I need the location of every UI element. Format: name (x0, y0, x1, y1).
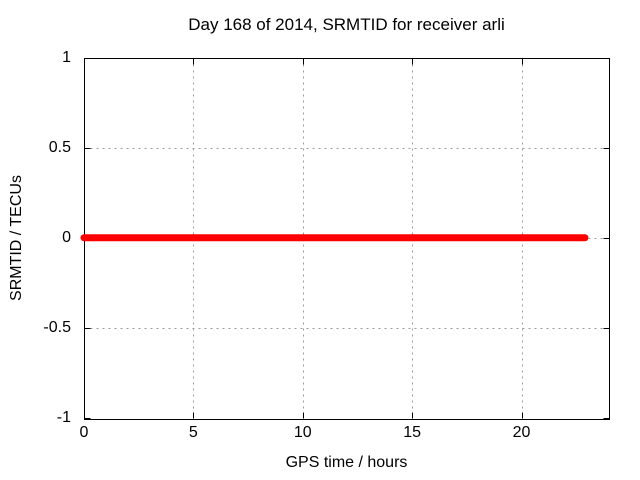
y-tick-label: -1 (57, 410, 71, 426)
x-tick-label: 15 (403, 425, 421, 441)
y-tick-label: -0.5 (43, 320, 71, 336)
y-tick-label: 1 (62, 50, 71, 66)
plot-area (0, 0, 640, 480)
y-tick-label: 0 (62, 230, 71, 246)
x-tick-label: 5 (189, 425, 198, 441)
chart-figure: Day 168 of 2014, SRMTID for receiver arl… (0, 0, 640, 480)
y-tick-label: 0.5 (49, 140, 71, 156)
x-tick-label: 10 (294, 425, 312, 441)
x-tick-label: 0 (80, 425, 89, 441)
x-tick-label: 20 (513, 425, 531, 441)
